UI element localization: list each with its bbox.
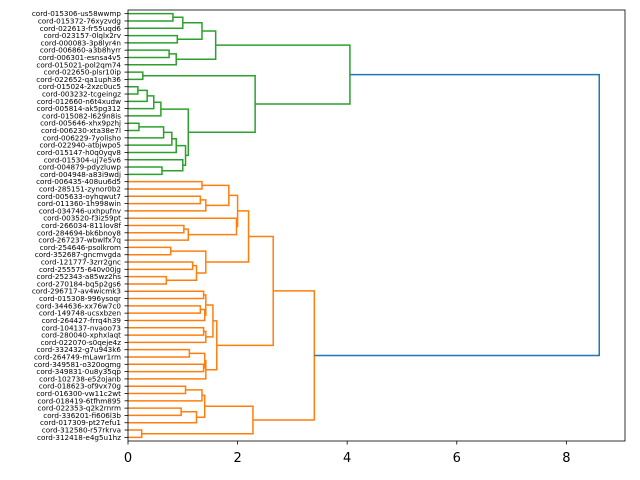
leaf-label: cord-015308-996ysoqr (39, 294, 121, 303)
leaf-label: cord-022613-fr55uqd6 (40, 24, 122, 33)
leaf-label: cord-006229-7yolisho (43, 133, 121, 142)
leaf-label: cord-264749-mLawr1rm (34, 352, 121, 361)
leaf-label: cord-015306-us58wwmp (32, 9, 122, 18)
leaf-label: cord-349581-o320ogmg (34, 360, 121, 369)
dendrogram-link-n51 (128, 407, 182, 417)
dendrogram-link-n48 (216, 235, 274, 347)
x-tick-label: 8 (562, 451, 570, 466)
leaf-label: cord-149748-ucsxbzen (39, 309, 121, 318)
leaf-label: cord-022650-plsr10ip (44, 68, 122, 77)
leaf-label: cord-006301-esnsa4v5 (38, 53, 121, 62)
leaf-label: cord-023157-0lqlx2rv (43, 31, 121, 40)
x-tick-label: 0 (124, 451, 132, 466)
dendrogram-link-n38 (128, 308, 206, 322)
dendrogram-link-n4 (128, 49, 170, 59)
leaf-label: cord-015304-uj7e5v6 (44, 155, 122, 164)
leaf-label: cord-004948-a83i9wdj (40, 170, 121, 179)
leaf-label: cord-022070-s0qeje4z (41, 338, 122, 347)
dendrogram-link-n46 (128, 359, 207, 380)
leaf-label: cord-102738-e52ojanb (39, 374, 121, 383)
leaf-label: cord-006435-408uu6d5 (36, 177, 121, 186)
x-axis: 0 2 4 6 8 (124, 441, 571, 466)
dendrogram-link-n31 (128, 261, 194, 271)
leaf-label: cord-284694-bk6bnoy8 (37, 228, 121, 237)
dendrogram-link-n39 (203, 294, 207, 316)
leaf-label: cord-016300-vw11c2wt (36, 389, 121, 398)
dendrogram-link-n35 (205, 210, 250, 263)
dendrogram-link-n28 (128, 217, 238, 236)
leaf-label: cord-017309-pt27efu1 (40, 418, 121, 427)
leaf-label: cord-312580-r57rkrva (42, 426, 121, 435)
leaf-label: cord-015147-h0q0yqv8 (37, 148, 122, 157)
leaf-label: cord-267237-wbwlfx7q (38, 236, 121, 245)
leaf-label: cord-312418-e4g5u1hz (37, 433, 121, 442)
leaf-label: cord-349831-0u8y35qp (36, 367, 121, 376)
dendrogram-link-n2 (128, 34, 179, 44)
dendrogram-link-n45 (189, 352, 206, 369)
dendrogram-link-n8 (128, 85, 139, 95)
plot-frame (127, 9, 626, 442)
dendrogram-link-n17 (128, 159, 184, 172)
leaf-label: cord-270184-bq5p2gs6 (37, 279, 122, 288)
dendrogram-link-n1 (128, 16, 184, 30)
dendrogram-link-n41 (128, 330, 207, 344)
leaf-label: cord-296717-av4wicmk3 (32, 287, 121, 296)
leaf-label: cord-012660-n6t4xudw (37, 97, 121, 106)
leaf-label-group: cord-015306-us58wwmpcord-015372-76xyzvdg… (32, 9, 128, 442)
dendrogram-link-n32 (128, 275, 168, 285)
leaf-label: cord-336201-fi606l3b (43, 411, 121, 420)
dendrogram-link-n33 (166, 264, 198, 282)
leaf-label: cord-352687-gncmvgda (35, 250, 121, 259)
leaf-label: cord-006230-xta38e7l (41, 126, 121, 135)
leaf-label: cord-104137-nvaoo73 (41, 323, 121, 332)
dendrogram-link-n52 (128, 411, 198, 424)
leaf-label: cord-254646-psolkrom (40, 243, 121, 252)
leaf-label: cord-005814-ak5pg312 (37, 104, 121, 113)
leaf-label: cord-005633-oyhqwut7 (37, 192, 121, 201)
leaf-label: cord-034746-uxhpufnv (39, 206, 122, 215)
leaf-label: cord-022652-qa1uph36 (36, 75, 121, 84)
leaf-label: cord-006860-a3b8hyrr (40, 46, 121, 55)
leaf-label: cord-011360-1h998win (37, 199, 121, 208)
leaf-label: cord-003520-f3iz59pt (43, 214, 121, 223)
x-tick-label: 4 (343, 451, 351, 466)
x-tick-label: 6 (453, 451, 461, 466)
leaf-label: cord-255575-640v00jg (39, 265, 121, 274)
leaf-label: cord-332432-g7u943k6 (36, 345, 121, 354)
dendrogram-link-n53 (196, 394, 206, 419)
dendrogram-link-n13 (128, 126, 165, 139)
leaf-label: cord-003232-tcgeingz (42, 90, 121, 99)
leaf-label: cord-000083-3p8lyr4n (41, 38, 121, 47)
dendrogram-link-n24 (128, 199, 207, 212)
leaf-label: cord-252343-a85wz2hs (37, 272, 122, 281)
leaf-label: cord-015082-l629n8is (42, 111, 121, 120)
leaf-label: cord-015024-2xzc0uc5 (38, 82, 121, 91)
leaf-label: cord-018419-6tfhm895 (37, 396, 121, 405)
dendrogram-link-n12 (128, 122, 140, 132)
leaf-label: cord-022940-atbjwpo5 (39, 141, 121, 150)
leaf-label: cord-018623-of9vx70g (39, 382, 121, 391)
leaf-label: cord-285151-zynor0b2 (39, 184, 121, 193)
x-tick-label: 2 (233, 451, 241, 466)
leaf-label: cord-022353-q2k2rnrm (38, 404, 121, 413)
leaf-label: cord-004879-pdyzluwp (38, 163, 121, 172)
dendrogram-link-n10 (128, 95, 155, 110)
leaf-label: cord-005646-xhx9pzhj (40, 119, 121, 128)
leaf-label: cord-344636-xx76w7c0 (36, 301, 121, 310)
leaf-label: cord-015372-76xyzvdg (38, 16, 121, 25)
dendrogram-link-n29 (228, 194, 239, 228)
leaf-label: cord-264427-frrq4h39 (42, 316, 122, 325)
dendrogram-link-n34 (170, 250, 207, 274)
link-group (128, 12, 600, 439)
leaf-label: cord-280040-xphxlaqt (41, 331, 121, 340)
leaf-label: cord-015021-pol2qm74 (36, 60, 121, 69)
leaf-label: cord-121777-3zrr2gnc (41, 258, 121, 267)
leaf-label: cord-266034-811lov8f (41, 221, 121, 230)
dendrogram-link-n57 (314, 73, 600, 357)
